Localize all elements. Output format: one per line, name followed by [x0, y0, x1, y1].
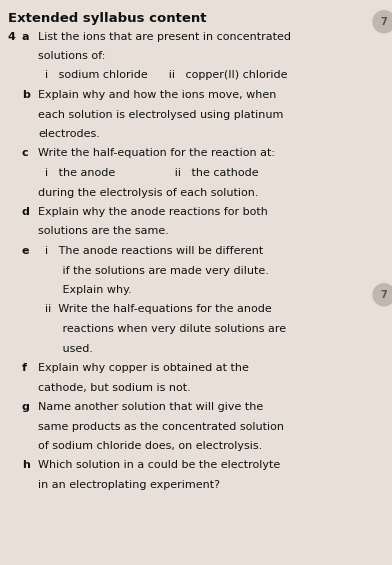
Text: Which solution in a could be the electrolyte: Which solution in a could be the electro…	[38, 460, 280, 471]
Text: each solution is electrolysed using platinum: each solution is electrolysed using plat…	[38, 110, 283, 120]
Text: Explain why and how the ions move, when: Explain why and how the ions move, when	[38, 90, 276, 100]
Text: during the electrolysis of each solution.: during the electrolysis of each solution…	[38, 188, 258, 198]
Text: Explain why the anode reactions for both: Explain why the anode reactions for both	[38, 207, 268, 217]
Circle shape	[373, 11, 392, 33]
Text: in an electroplating experiment?: in an electroplating experiment?	[38, 480, 220, 490]
Text: cathode, but sodium is not.: cathode, but sodium is not.	[38, 383, 191, 393]
Text: reactions when very dilute solutions are: reactions when very dilute solutions are	[38, 324, 286, 334]
Circle shape	[373, 284, 392, 306]
Text: ii  Write the half-equations for the anode: ii Write the half-equations for the anod…	[38, 305, 272, 315]
Text: i   sodium chloride      ii   copper(II) chloride: i sodium chloride ii copper(II) chloride	[38, 71, 287, 80]
Text: of sodium chloride does, on electrolysis.: of sodium chloride does, on electrolysis…	[38, 441, 262, 451]
Text: solutions of:: solutions of:	[38, 51, 105, 61]
Text: if the solutions are made very dilute.: if the solutions are made very dilute.	[38, 266, 269, 276]
Text: Write the half-equation for the reaction at:: Write the half-equation for the reaction…	[38, 149, 275, 159]
Text: same products as the concentrated solution: same products as the concentrated soluti…	[38, 421, 284, 432]
Text: Explain why.: Explain why.	[38, 285, 132, 295]
Text: 7: 7	[381, 17, 387, 27]
Text: e: e	[22, 246, 29, 256]
Text: solutions are the same.: solutions are the same.	[38, 227, 169, 237]
Text: Explain why copper is obtained at the: Explain why copper is obtained at the	[38, 363, 249, 373]
Text: g: g	[22, 402, 30, 412]
Text: a: a	[22, 32, 29, 41]
Text: b: b	[22, 90, 30, 100]
Text: List the ions that are present in concentrated: List the ions that are present in concen…	[38, 32, 291, 41]
Text: i   the anode                 ii   the cathode: i the anode ii the cathode	[38, 168, 259, 178]
Text: electrodes.: electrodes.	[38, 129, 100, 139]
Text: used.: used.	[38, 344, 93, 354]
Text: h: h	[22, 460, 30, 471]
Text: i   The anode reactions will be different: i The anode reactions will be different	[38, 246, 263, 256]
Text: c: c	[22, 149, 29, 159]
Text: Extended syllabus content: Extended syllabus content	[8, 12, 207, 25]
Text: d: d	[22, 207, 30, 217]
Text: Name another solution that will give the: Name another solution that will give the	[38, 402, 263, 412]
Text: f: f	[22, 363, 27, 373]
Text: 4: 4	[8, 32, 16, 41]
Text: 7: 7	[381, 290, 387, 300]
